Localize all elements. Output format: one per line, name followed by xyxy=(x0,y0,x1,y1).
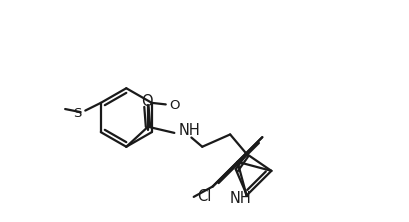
Text: O: O xyxy=(169,99,180,112)
Text: NH: NH xyxy=(178,123,200,138)
Text: S: S xyxy=(73,107,81,120)
Text: Cl: Cl xyxy=(197,189,211,204)
Text: NH: NH xyxy=(229,191,251,206)
Text: O: O xyxy=(141,94,152,109)
